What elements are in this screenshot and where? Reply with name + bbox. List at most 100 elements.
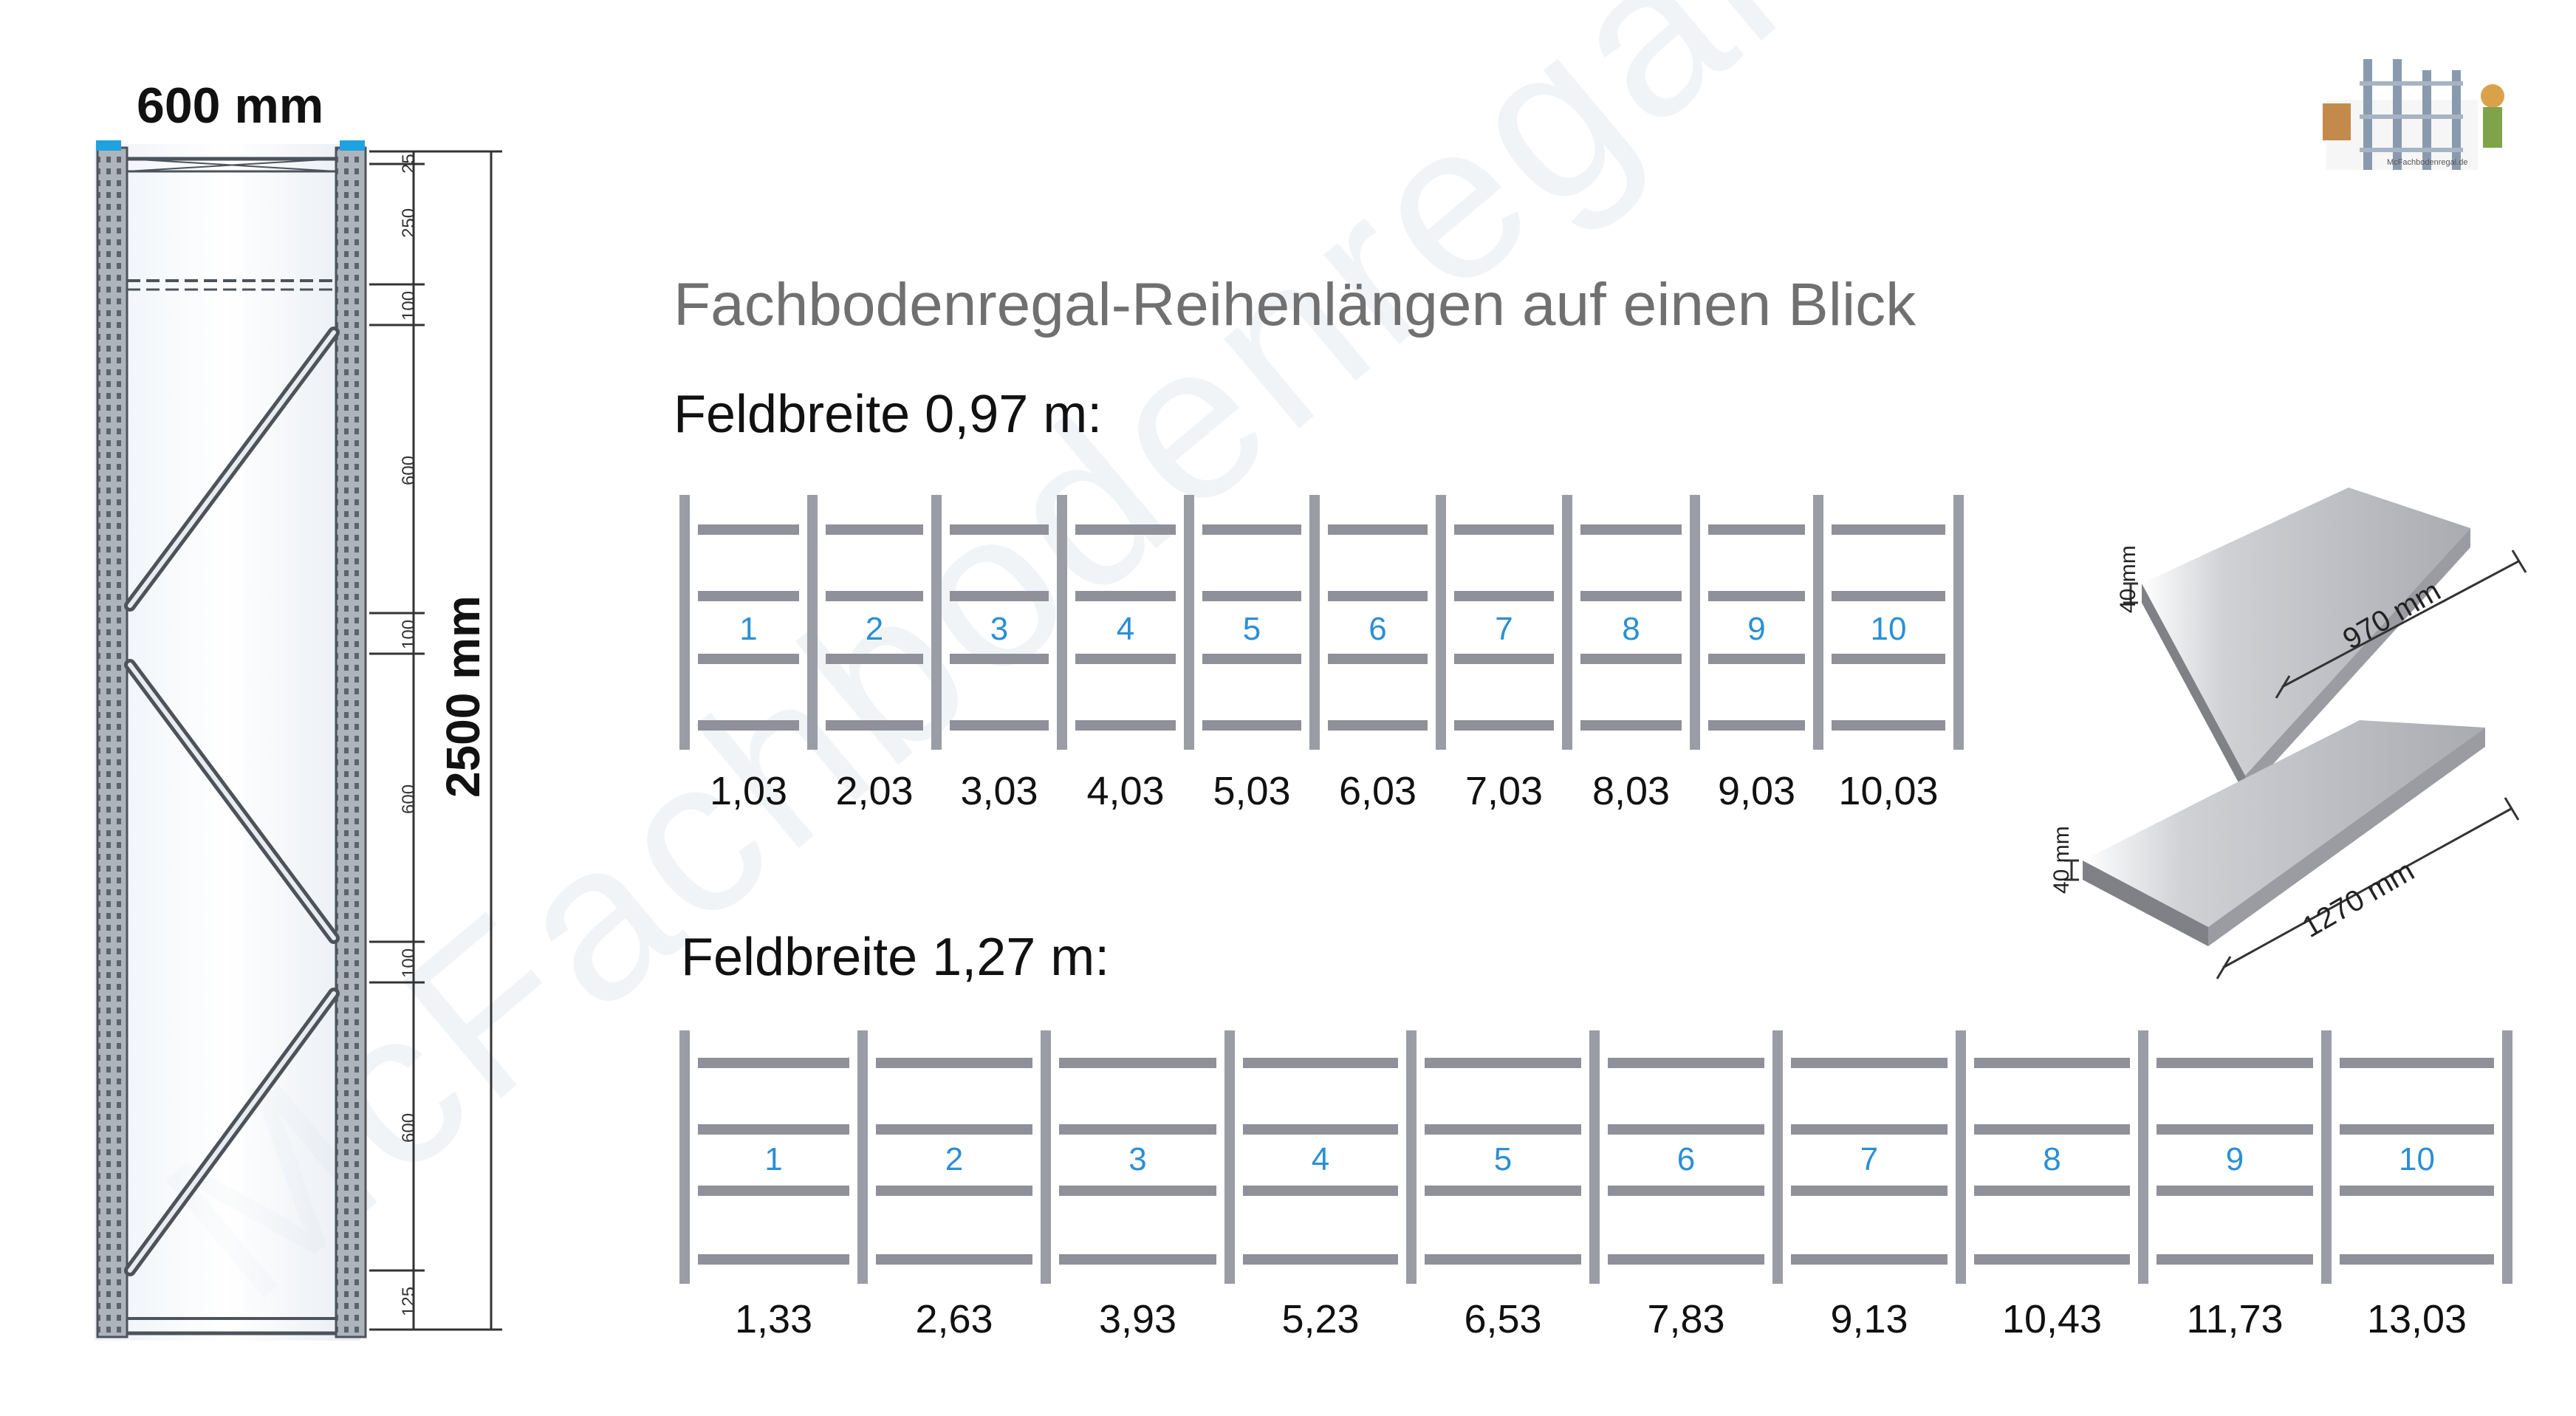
field-number: 1 (764, 1141, 783, 1177)
shelf-board (1425, 1254, 1581, 1265)
shelf-board (876, 1254, 1032, 1265)
shelf-board (1059, 1124, 1216, 1135)
shelf-board (876, 1124, 1032, 1135)
shelf-board (698, 591, 799, 601)
shelf-board (1791, 1058, 1948, 1068)
shelf-board (1608, 1254, 1764, 1265)
frame-segment-label: 250 (399, 208, 419, 238)
field-number: 6 (1368, 611, 1387, 647)
upright (2138, 1030, 2148, 1284)
field-number: 7 (1860, 1141, 1879, 1177)
shelf-thickness-970: 40 mm (2116, 545, 2140, 613)
shelf-board (1059, 1186, 1216, 1196)
shelf-board (1708, 591, 1805, 601)
shelf-board (1454, 720, 1554, 731)
row-length: 10,43 (2001, 1297, 2103, 1341)
field-number: 4 (1311, 1141, 1330, 1177)
shelf-board (1974, 1254, 2130, 1265)
shelf-board (1075, 654, 1176, 664)
frame-segment-label: 600 (399, 784, 419, 814)
frame-segment-label: 100 (399, 619, 419, 649)
field-number: 3 (990, 611, 1009, 647)
shelf-board (826, 720, 923, 731)
shelf-row-127 (679, 1030, 2512, 1284)
field-number: 1 (739, 611, 758, 647)
shelf-board (698, 1124, 849, 1135)
row-length: 6,03 (1338, 769, 1417, 813)
row-length: 1,33 (734, 1297, 813, 1341)
upright (1813, 495, 1823, 750)
row-length: 1,03 (709, 769, 788, 813)
dimension-lines (369, 150, 502, 1331)
upright (1562, 495, 1572, 750)
shelf-board (1454, 524, 1554, 535)
upright (1184, 495, 1194, 750)
shelf-board (1243, 1058, 1398, 1068)
row-length: 2,03 (835, 769, 914, 813)
upright (931, 495, 942, 750)
shelf-board (1425, 1058, 1581, 1068)
field-number: 10 (1870, 611, 1907, 647)
field-number: 10 (2399, 1141, 2435, 1177)
field-number: 9 (2225, 1141, 2244, 1177)
shelf-row-097 (679, 495, 1964, 750)
field-number: 7 (1495, 611, 1513, 647)
shelf-board (1708, 720, 1805, 731)
shelf-board (1075, 524, 1176, 535)
shelf-panel-970 (2123, 488, 2527, 795)
field-number: 2 (865, 611, 884, 647)
upright (1309, 495, 1320, 750)
shelf-board (950, 720, 1049, 731)
field-number: 2 (945, 1141, 964, 1177)
frame-segment-label: 100 (399, 290, 419, 321)
shelf-board (1454, 591, 1554, 601)
shelf-board (2340, 1254, 2494, 1265)
shelf-board (1202, 591, 1301, 601)
page-title: Fachbodenregal-Reihenlängen auf einen Bl… (674, 271, 1916, 338)
shelf-board (2340, 1186, 2494, 1196)
upright (1589, 1030, 1600, 1284)
shelf-board (1243, 1254, 1398, 1265)
upright (1690, 495, 1700, 750)
shelf-board (950, 591, 1049, 601)
frame-segment-label: 100 (399, 948, 419, 978)
upright (1041, 1030, 1051, 1284)
upright (679, 495, 690, 750)
upright (1406, 1030, 1417, 1284)
shelf-board (1059, 1254, 1216, 1265)
shelf-board (2157, 1058, 2313, 1068)
row-length: 7,03 (1465, 769, 1544, 813)
shelf-board (1708, 524, 1805, 535)
row-length: 8,03 (1592, 769, 1671, 813)
upright (1436, 495, 1446, 750)
frame-width-label: 600 mm (137, 78, 324, 134)
row-label-127: Feldbreite 1,27 m: (681, 928, 1110, 987)
logo-text: McFachbodenregal.de (2387, 158, 2468, 167)
shelf-board (2157, 1254, 2313, 1265)
shelf-board (1608, 1058, 1764, 1068)
shelf-board (1328, 720, 1428, 731)
shelf-board (1580, 524, 1682, 535)
shelf-board (698, 654, 799, 664)
upright (857, 1030, 868, 1284)
shelf-board (826, 591, 923, 601)
frame-segment-label: 600 (399, 1112, 419, 1143)
row-length: 11,73 (2186, 1297, 2284, 1341)
upright (2321, 1030, 2332, 1284)
shelf-board (1075, 591, 1176, 601)
row-length: 5,03 (1213, 769, 1291, 813)
frame (95, 140, 367, 1341)
row-length: 13,03 (2366, 1297, 2467, 1341)
shelf-board (1832, 591, 1945, 601)
upright (1057, 495, 1067, 750)
shelf-board (876, 1186, 1032, 1196)
row-length: 9,03 (1717, 769, 1796, 813)
shelf-board (1832, 654, 1945, 664)
shelf-board (2340, 1124, 2494, 1135)
row-label-097: Feldbreite 0,97 m: (674, 385, 1103, 444)
shelf-board (698, 1058, 849, 1068)
shelf-board (2157, 1124, 2313, 1135)
shelf-board (1243, 1124, 1398, 1135)
shelf-board (1580, 720, 1682, 731)
shelf-board (1425, 1124, 1581, 1135)
